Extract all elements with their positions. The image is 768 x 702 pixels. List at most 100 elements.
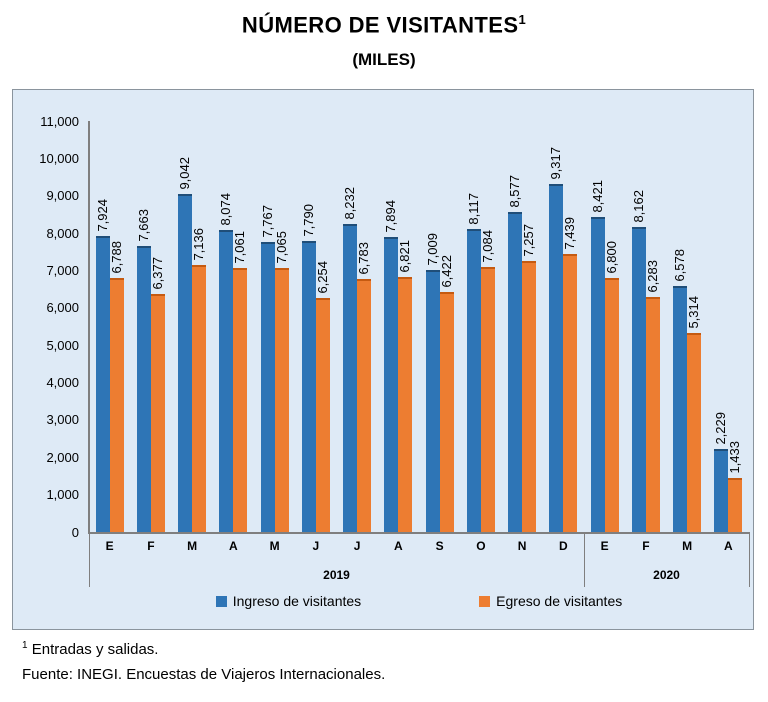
bar-ingreso [301, 241, 316, 532]
x-tick-label: E [600, 539, 609, 553]
bar-group-14: 8,162 6,283 [625, 121, 666, 532]
bar-value-label: 7,790 [300, 204, 316, 237]
x-tick-label: M [269, 539, 280, 553]
y-tick-label: 6,000 [46, 300, 79, 316]
bar-egreso [192, 265, 207, 532]
bar-egreso [439, 292, 454, 532]
bar-value-label: 6,800 [603, 241, 619, 274]
bar-ingreso [466, 229, 481, 532]
chart-subtitle: (MILES) [352, 50, 416, 69]
bar-egreso [315, 298, 330, 532]
bar-egreso [109, 278, 124, 532]
x-tick-label: E [105, 539, 114, 553]
legend: Ingreso de visitantes Egreso de visitant… [89, 593, 749, 609]
bar-value-label: 7,084 [479, 230, 495, 263]
y-tick-label: 9,000 [46, 188, 79, 204]
bar-ingreso [343, 224, 358, 532]
y-tick-label: 7,000 [46, 262, 79, 278]
bar-value-label: 7,663 [135, 209, 151, 242]
bar-group-12: 9,317 7,439 [543, 121, 584, 532]
bar-egreso [563, 254, 578, 532]
year-separator-line [584, 532, 585, 587]
x-tick-label: D [559, 539, 568, 553]
legend-item-ingreso: Ingreso de visitantes [215, 593, 361, 609]
bar-value-label: 6,254 [314, 261, 330, 294]
bar-egreso [645, 297, 660, 532]
bar-value-label: 6,422 [438, 255, 454, 288]
bar-value-label: 9,042 [177, 157, 193, 190]
year-group-label: 2019 [323, 568, 350, 582]
bar-ingreso [219, 230, 234, 532]
bar-ingreso [631, 227, 646, 532]
bar-value-label: 6,821 [397, 240, 413, 273]
bar-value-label: 8,117 [465, 193, 481, 225]
bar-value-label: 5,314 [686, 296, 702, 329]
chart-title-superscript: 1 [518, 12, 527, 27]
bar-value-label: 7,136 [191, 228, 207, 261]
y-tick-label: 1,000 [46, 487, 79, 503]
bar-value-label: 7,009 [424, 233, 440, 266]
y-tick-label: 10,000 [39, 150, 79, 166]
year-separator-line [749, 532, 750, 587]
bar-ingreso [508, 212, 523, 532]
bar-ingreso [260, 242, 275, 532]
bar-value-label: 6,283 [644, 260, 660, 293]
footnote-superscript: 1 [22, 640, 28, 651]
bar-value-label: 7,061 [232, 231, 248, 264]
bar-group-15: 6,578 5,314 [667, 121, 708, 532]
footnote-text: Entradas y salidas. [31, 641, 159, 658]
x-axis-line [88, 532, 750, 534]
bar-group-7: 8,232 6,783 [337, 121, 378, 532]
bar-group-3: 9,042 7,136 [172, 121, 213, 532]
bar-value-label: 8,421 [589, 180, 605, 213]
bar-ingreso [549, 184, 564, 532]
x-tick-label: N [517, 539, 527, 553]
bar-ingreso [425, 270, 440, 532]
bar-ingreso [95, 236, 110, 532]
bar-egreso [480, 267, 495, 532]
footnote: 1 Entradas y salidas. [22, 640, 158, 658]
bar-group-2: 7,663 6,377 [130, 121, 171, 532]
bar-value-label: 8,074 [218, 193, 234, 226]
bar-group-6: 7,790 6,254 [295, 121, 336, 532]
bar-egreso [233, 268, 248, 532]
bar-group-16: 2,229 1,433 [708, 121, 749, 532]
bar-value-label: 9,317 [548, 147, 564, 180]
y-tick-label: 8,000 [46, 225, 79, 241]
x-tick-label: F [147, 539, 155, 553]
year-separator-line [89, 532, 90, 587]
bar-egreso [357, 279, 372, 532]
bar-value-label: 1,433 [727, 441, 743, 474]
x-tick-label: A [394, 539, 403, 553]
bar-egreso [604, 278, 619, 532]
bar-value-label: 7,924 [94, 199, 110, 232]
bar-egreso [728, 478, 743, 532]
bar-value-label: 8,162 [630, 190, 646, 223]
x-tick-label: J [353, 539, 361, 553]
bar-value-label: 6,788 [108, 241, 124, 274]
bar-value-label: 6,578 [672, 249, 688, 282]
bar-egreso [687, 333, 702, 532]
y-axis-line [88, 121, 90, 534]
bar-value-label: 7,439 [562, 217, 578, 250]
y-tick-label: 4,000 [46, 375, 79, 391]
y-tick-label: 11,000 [40, 113, 79, 129]
bar-group-10: 8,117 7,084 [460, 121, 501, 532]
x-tick-label: A [724, 539, 733, 553]
bar-value-label: 8,232 [342, 187, 358, 220]
x-tick-label: S [435, 539, 444, 553]
bar-ingreso [714, 449, 729, 532]
bar-group-13: 8,421 6,800 [584, 121, 625, 532]
bar-egreso [150, 294, 165, 532]
legend-item-egreso: Egreso de visitantes [479, 593, 622, 609]
bar-group-11: 8,577 7,257 [502, 121, 543, 532]
chart-title-text: NÚMERO DE VISITANTES [241, 12, 519, 38]
chart-title: NÚMERO DE VISITANTES1 [0, 12, 768, 38]
bar-ingreso [673, 286, 688, 532]
x-tick-label: A [229, 539, 238, 553]
legend-swatch-egreso [479, 595, 491, 607]
bar-group-1: 7,924 6,788 [89, 121, 130, 532]
bar-group-8: 7,894 6,821 [378, 121, 419, 532]
bar-group-9: 7,009 6,422 [419, 121, 460, 532]
